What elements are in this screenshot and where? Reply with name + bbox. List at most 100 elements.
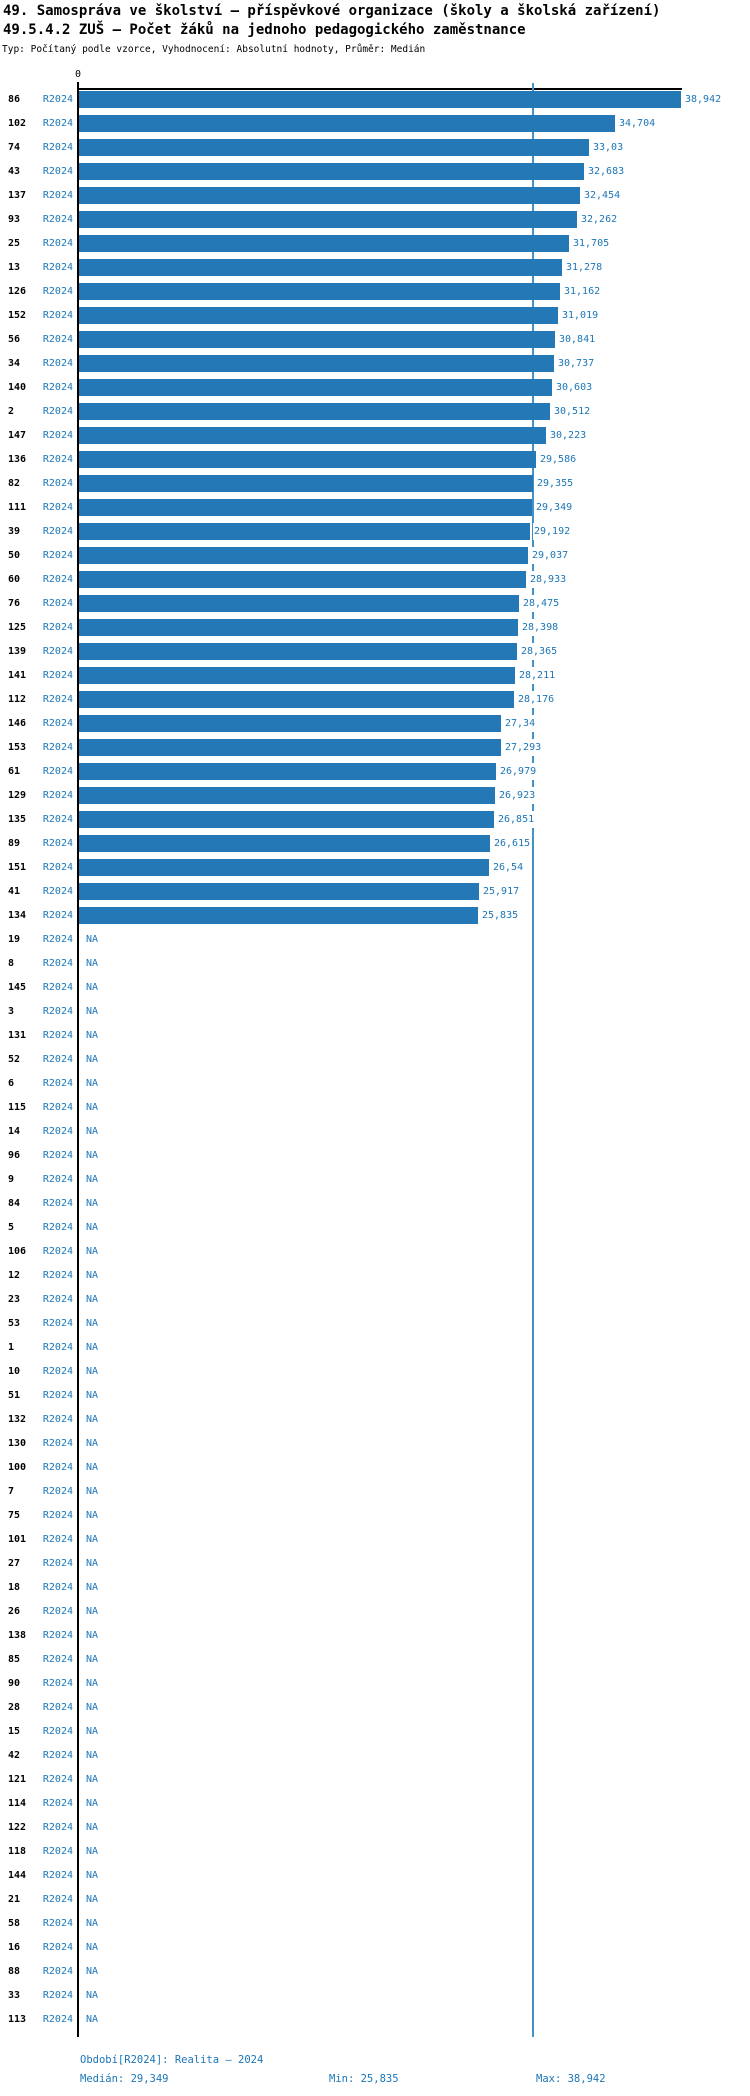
row-period-label[interactable]: R2024 — [42, 1990, 73, 2001]
row-period-label[interactable]: R2024 — [42, 94, 73, 105]
bar[interactable] — [79, 451, 536, 468]
row-period-label[interactable]: R2024 — [42, 310, 73, 321]
row-period-label[interactable]: R2024 — [42, 286, 73, 297]
row-period-label[interactable]: R2024 — [42, 1054, 73, 1065]
row-period-label[interactable]: R2024 — [42, 550, 73, 561]
row-period-label[interactable]: R2024 — [42, 1270, 73, 1281]
row-period-label[interactable]: R2024 — [42, 670, 73, 681]
bar[interactable] — [79, 787, 495, 804]
row-period-label[interactable]: R2024 — [42, 190, 73, 201]
row-period-label[interactable]: R2024 — [42, 2014, 73, 2025]
bar[interactable] — [79, 811, 494, 828]
row-period-label[interactable]: R2024 — [42, 1510, 73, 1521]
bar[interactable] — [79, 91, 681, 108]
row-period-label[interactable]: R2024 — [42, 1750, 73, 1761]
row-period-label[interactable]: R2024 — [42, 454, 73, 465]
row-period-label[interactable]: R2024 — [42, 1582, 73, 1593]
bar[interactable] — [79, 499, 532, 516]
row-period-label[interactable]: R2024 — [42, 718, 73, 729]
row-period-label[interactable]: R2024 — [42, 958, 73, 969]
row-period-label[interactable]: R2024 — [42, 1150, 73, 1161]
bar[interactable] — [79, 139, 589, 156]
bar[interactable] — [79, 643, 517, 660]
row-period-label[interactable]: R2024 — [42, 1294, 73, 1305]
bar[interactable] — [79, 715, 501, 732]
row-period-label[interactable]: R2024 — [42, 1774, 73, 1785]
row-period-label[interactable]: R2024 — [42, 430, 73, 441]
row-period-label[interactable]: R2024 — [42, 478, 73, 489]
row-period-label[interactable]: R2024 — [42, 1078, 73, 1089]
row-period-label[interactable]: R2024 — [42, 886, 73, 897]
bar[interactable] — [79, 523, 530, 540]
row-period-label[interactable]: R2024 — [42, 1558, 73, 1569]
row-period-label[interactable]: R2024 — [42, 1222, 73, 1233]
row-period-label[interactable]: R2024 — [42, 1822, 73, 1833]
row-period-label[interactable]: R2024 — [42, 1318, 73, 1329]
row-period-label[interactable]: R2024 — [42, 502, 73, 513]
row-period-label[interactable]: R2024 — [42, 1390, 73, 1401]
row-period-label[interactable]: R2024 — [42, 214, 73, 225]
bar[interactable] — [79, 691, 514, 708]
row-period-label[interactable]: R2024 — [42, 262, 73, 273]
row-period-label[interactable]: R2024 — [42, 118, 73, 129]
row-period-label[interactable]: R2024 — [42, 1198, 73, 1209]
row-period-label[interactable]: R2024 — [42, 238, 73, 249]
row-period-label[interactable]: R2024 — [42, 1438, 73, 1449]
bar[interactable] — [79, 187, 580, 204]
bar[interactable] — [79, 259, 562, 276]
row-period-label[interactable]: R2024 — [42, 1126, 73, 1137]
bar[interactable] — [79, 595, 519, 612]
row-period-label[interactable]: R2024 — [42, 1678, 73, 1689]
row-period-label[interactable]: R2024 — [42, 1894, 73, 1905]
bar[interactable] — [79, 619, 518, 636]
bar[interactable] — [79, 403, 550, 420]
bar[interactable] — [79, 283, 560, 300]
row-period-label[interactable]: R2024 — [42, 142, 73, 153]
bar[interactable] — [79, 667, 515, 684]
bar[interactable] — [79, 427, 546, 444]
row-period-label[interactable]: R2024 — [42, 1246, 73, 1257]
row-period-label[interactable]: R2024 — [42, 1966, 73, 1977]
row-period-label[interactable]: R2024 — [42, 358, 73, 369]
row-period-label[interactable]: R2024 — [42, 406, 73, 417]
bar[interactable] — [79, 907, 478, 924]
row-period-label[interactable]: R2024 — [42, 1414, 73, 1425]
bar[interactable] — [79, 355, 554, 372]
row-period-label[interactable]: R2024 — [42, 814, 73, 825]
bar[interactable] — [79, 739, 501, 756]
bar[interactable] — [79, 163, 584, 180]
bar[interactable] — [79, 547, 528, 564]
row-period-label[interactable]: R2024 — [42, 766, 73, 777]
bar[interactable] — [79, 211, 577, 228]
row-period-label[interactable]: R2024 — [42, 646, 73, 657]
bar[interactable] — [79, 331, 555, 348]
row-period-label[interactable]: R2024 — [42, 1606, 73, 1617]
row-period-label[interactable]: R2024 — [42, 574, 73, 585]
row-period-label[interactable]: R2024 — [42, 742, 73, 753]
row-period-label[interactable]: R2024 — [42, 838, 73, 849]
row-period-label[interactable]: R2024 — [42, 1102, 73, 1113]
row-period-label[interactable]: R2024 — [42, 526, 73, 537]
row-period-label[interactable]: R2024 — [42, 622, 73, 633]
bar[interactable] — [79, 835, 490, 852]
row-period-label[interactable]: R2024 — [42, 382, 73, 393]
row-period-label[interactable]: R2024 — [42, 1174, 73, 1185]
row-period-label[interactable]: R2024 — [42, 1654, 73, 1665]
row-period-label[interactable]: R2024 — [42, 1006, 73, 1017]
row-period-label[interactable]: R2024 — [42, 1798, 73, 1809]
bar[interactable] — [79, 475, 533, 492]
row-period-label[interactable]: R2024 — [42, 790, 73, 801]
row-period-label[interactable]: R2024 — [42, 1486, 73, 1497]
bar[interactable] — [79, 571, 526, 588]
row-period-label[interactable]: R2024 — [42, 1726, 73, 1737]
row-period-label[interactable]: R2024 — [42, 1462, 73, 1473]
row-period-label[interactable]: R2024 — [42, 1342, 73, 1353]
bar[interactable] — [79, 115, 615, 132]
bar[interactable] — [79, 859, 489, 876]
row-period-label[interactable]: R2024 — [42, 1366, 73, 1377]
row-period-label[interactable]: R2024 — [42, 862, 73, 873]
row-period-label[interactable]: R2024 — [42, 166, 73, 177]
row-period-label[interactable]: R2024 — [42, 1846, 73, 1857]
row-period-label[interactable]: R2024 — [42, 1870, 73, 1881]
row-period-label[interactable]: R2024 — [42, 1702, 73, 1713]
